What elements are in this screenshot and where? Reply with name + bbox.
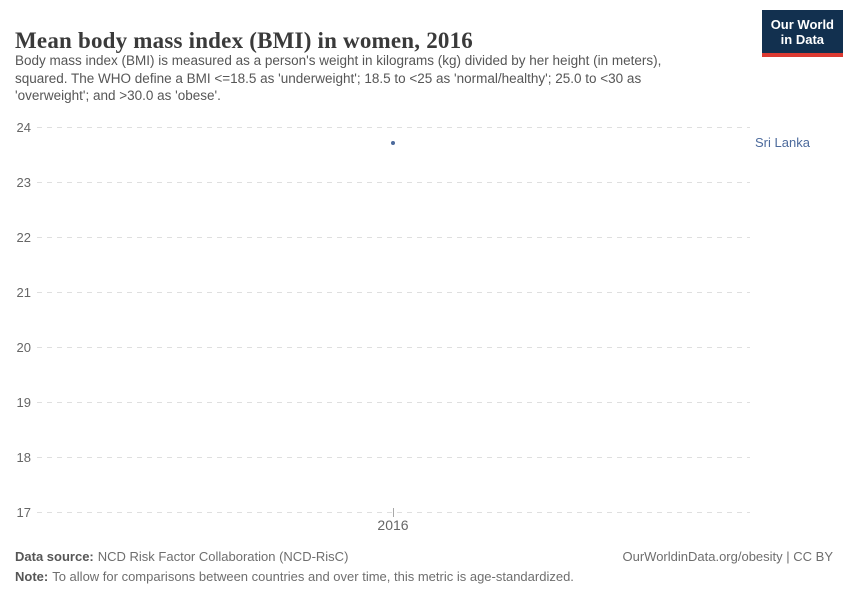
chart-footer: Data source: NCD Risk Factor Collaboratio…	[15, 547, 833, 586]
owid-logo-line1: Our World	[770, 17, 834, 32]
y-tick-label: 19	[16, 395, 31, 410]
data-source-label: Data source:	[15, 549, 94, 564]
y-tick-label: 22	[16, 230, 31, 245]
y-tick-label: 20	[16, 340, 31, 355]
attribution-link[interactable]: OurWorldinData.org/obesity | CC BY	[622, 549, 834, 564]
y-tick-label: 18	[16, 450, 31, 465]
subtitle-line: squared. The WHO define a BMI <=18.5 as …	[15, 70, 642, 86]
footer-note-row: Note: To allow for comparisons between co…	[15, 567, 833, 587]
subtitle-line: Body mass index (BMI) is measured as a p…	[15, 53, 662, 68]
gridline	[37, 127, 750, 128]
gridline	[37, 182, 750, 183]
gridline	[37, 237, 750, 238]
x-tick-label: 2016	[377, 517, 409, 533]
y-tick-label: 23	[16, 175, 31, 190]
data-point[interactable]	[391, 141, 395, 145]
gridline	[37, 457, 750, 458]
chart-title: Mean body mass index (BMI) in women, 201…	[15, 28, 474, 54]
entity-label[interactable]: Sri Lanka	[755, 135, 810, 150]
data-source: Data source: NCD Risk Factor Collaboratio…	[15, 547, 348, 567]
gridline	[37, 402, 750, 403]
data-source-value: NCD Risk Factor Collaboration (NCD-RisC)	[97, 549, 349, 564]
y-tick-label: 17	[16, 505, 31, 520]
note-label: Note:	[15, 568, 49, 584]
note-value: To allow for comparisons between countri…	[52, 568, 574, 584]
gridline	[37, 347, 750, 348]
gridline	[37, 292, 750, 293]
footer-source-row: Data source: NCD Risk Factor Collaboratio…	[15, 547, 833, 567]
y-tick-label: 21	[16, 285, 31, 300]
x-tick-mark	[393, 507, 394, 517]
chart-subtitle: Body mass index (BMI) is measured as a p…	[15, 52, 661, 105]
owid-logo[interactable]: Our World in Data	[761, 10, 843, 57]
subtitle-line: 'overweight'; and >30.0 as 'obese'.	[15, 88, 221, 104]
owid-logo-line2: in Data	[780, 32, 825, 47]
y-tick-label: 24	[16, 120, 31, 135]
